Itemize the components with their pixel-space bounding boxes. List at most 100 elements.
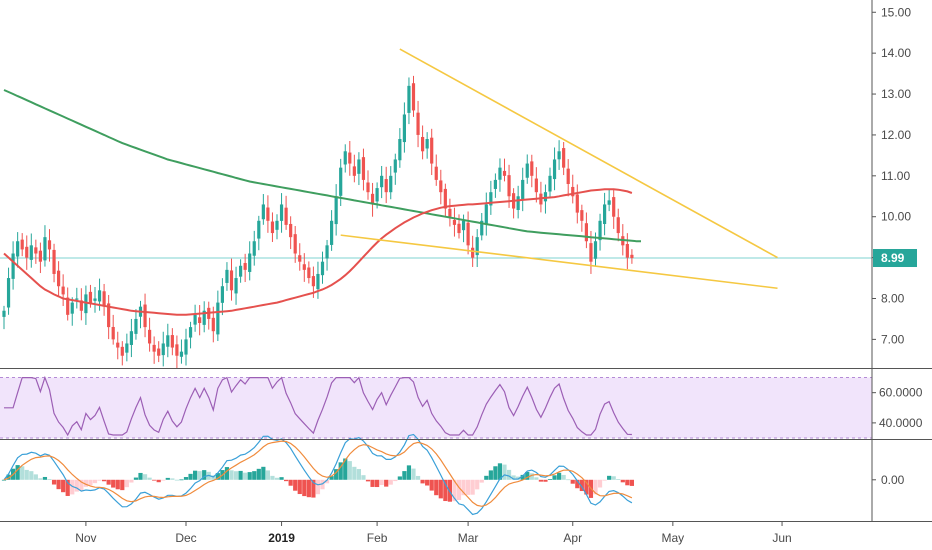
macd-bar bbox=[161, 479, 166, 481]
rsi-tick-label: 40.0000 bbox=[879, 416, 923, 430]
macd-bar bbox=[288, 479, 293, 486]
candle bbox=[516, 185, 520, 219]
candle bbox=[29, 233, 33, 268]
candle bbox=[330, 210, 334, 251]
last-price-label: 8.99 bbox=[881, 251, 905, 265]
macd-bar bbox=[493, 466, 498, 480]
macd-bar bbox=[61, 479, 66, 493]
candle bbox=[2, 305, 6, 330]
macd-bar bbox=[379, 479, 384, 486]
candle bbox=[57, 261, 61, 297]
macd-bar bbox=[434, 479, 439, 496]
candle bbox=[384, 166, 388, 204]
macd-bar bbox=[147, 477, 152, 480]
candle bbox=[234, 266, 238, 305]
candle bbox=[389, 166, 393, 200]
candle bbox=[34, 239, 38, 264]
x-tick-label: Mar bbox=[458, 531, 479, 545]
candle bbox=[161, 331, 165, 367]
macd-bar bbox=[111, 479, 116, 488]
candle bbox=[434, 154, 438, 186]
candle bbox=[220, 278, 224, 316]
macd-bar bbox=[552, 475, 557, 480]
macd-bar bbox=[97, 479, 102, 481]
macd-bar bbox=[352, 466, 357, 480]
candle bbox=[402, 102, 406, 153]
price-tick-label: 11.00 bbox=[881, 169, 910, 183]
macd-bar bbox=[338, 462, 343, 480]
price-pane[interactable] bbox=[0, 48, 872, 368]
macd-bar bbox=[388, 479, 393, 485]
candle bbox=[357, 152, 361, 186]
candle bbox=[320, 251, 325, 284]
price-tick-label: 10.00 bbox=[881, 210, 911, 224]
macd-bar bbox=[502, 464, 507, 480]
candle bbox=[489, 180, 493, 215]
candle bbox=[366, 170, 370, 200]
x-tick-label: Nov bbox=[75, 531, 96, 545]
candle bbox=[439, 169, 443, 205]
candle bbox=[257, 215, 261, 251]
candle bbox=[102, 283, 106, 316]
candle bbox=[152, 336, 156, 364]
macd-bar bbox=[79, 479, 84, 491]
candle bbox=[61, 274, 65, 306]
candle bbox=[84, 285, 88, 325]
macd-bar bbox=[270, 475, 275, 480]
macd-bar bbox=[506, 469, 512, 480]
macd-bar bbox=[415, 475, 421, 480]
macd-bar bbox=[170, 478, 175, 480]
macd-bar bbox=[56, 479, 61, 490]
candle bbox=[116, 331, 120, 360]
candle bbox=[498, 158, 502, 192]
macd-bar bbox=[616, 479, 621, 480]
candle bbox=[539, 181, 543, 213]
macd-bar bbox=[411, 468, 416, 480]
price-tick-label: 13.00 bbox=[881, 87, 911, 101]
candle bbox=[398, 128, 402, 168]
rsi-pane[interactable] bbox=[0, 375, 872, 439]
candle bbox=[198, 305, 202, 336]
macd-bar bbox=[115, 479, 120, 490]
trendline[interactable] bbox=[399, 48, 778, 259]
candle bbox=[480, 213, 484, 241]
macd-bar bbox=[124, 479, 129, 488]
candle bbox=[502, 158, 507, 182]
macd-bar bbox=[315, 479, 321, 495]
candle bbox=[603, 192, 607, 236]
macd-bar bbox=[320, 479, 325, 490]
candle bbox=[75, 287, 79, 309]
candle bbox=[534, 167, 538, 203]
macd-bar bbox=[188, 473, 193, 480]
trendline[interactable] bbox=[340, 234, 778, 290]
macd-bar bbox=[238, 470, 243, 480]
candle bbox=[575, 184, 579, 224]
macd-pane[interactable] bbox=[1, 433, 634, 516]
macd-bar bbox=[247, 472, 252, 480]
candle bbox=[525, 154, 529, 184]
macd-bar bbox=[229, 470, 234, 480]
macd-bar bbox=[488, 470, 493, 480]
macd-bar bbox=[70, 479, 75, 495]
macd-bar bbox=[88, 479, 93, 486]
macd-bar bbox=[384, 479, 389, 487]
candle bbox=[407, 77, 411, 125]
macd-bar bbox=[293, 479, 298, 491]
macd-bar bbox=[484, 475, 489, 480]
macd-bar bbox=[20, 466, 25, 480]
candle bbox=[352, 154, 356, 183]
candle bbox=[302, 253, 306, 282]
macd-histogram bbox=[1, 458, 634, 502]
macd-bar bbox=[593, 479, 598, 495]
fast-moving-average-line bbox=[3, 188, 633, 316]
macd-bar bbox=[547, 479, 553, 480]
macd-bar bbox=[152, 479, 157, 481]
candle bbox=[66, 287, 70, 321]
candle bbox=[279, 193, 284, 233]
candle bbox=[543, 184, 548, 214]
macd-bar bbox=[224, 467, 230, 480]
macd-bar bbox=[397, 476, 402, 480]
macd-bar bbox=[215, 473, 220, 480]
macd-bar bbox=[193, 470, 198, 480]
